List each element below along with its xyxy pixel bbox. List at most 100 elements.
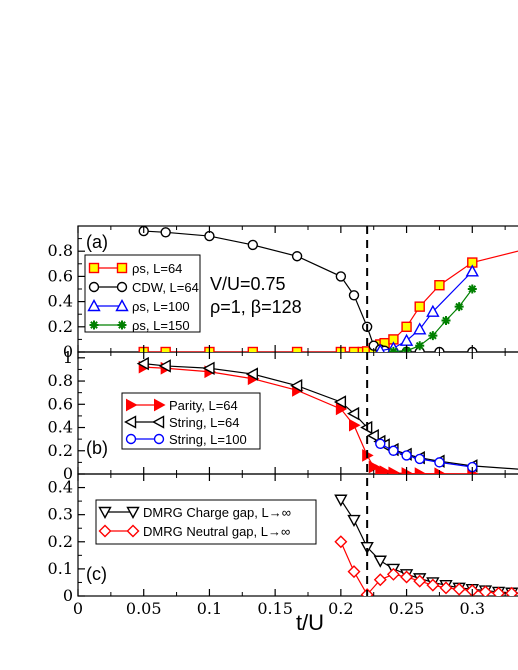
legend-c-1-label: DMRG Neutral gap, L→∞ xyxy=(143,524,290,539)
y-tick-label-0-3: 0.6 xyxy=(48,266,73,285)
data-point-1-1-5 xyxy=(333,395,347,409)
data-point-0-2-3 xyxy=(413,322,427,335)
data-point-0-0-3 xyxy=(247,346,259,352)
legend-b-2: String, L=100 xyxy=(125,432,247,447)
data-point-1-1-4 xyxy=(290,379,303,393)
data-point-1-0-6 xyxy=(349,418,361,432)
data-point-0-1-5 xyxy=(335,271,347,282)
data-point-1-0-10 xyxy=(379,465,392,474)
y-tick-label-2-4: 0.4 xyxy=(48,478,73,497)
data-point-2-0-3 xyxy=(373,555,387,568)
x-tick-label-4: 0.2 xyxy=(328,599,353,618)
legend-b-2-marker-start xyxy=(125,433,137,445)
legend-box-b xyxy=(121,392,261,450)
y-tick-label-2-3: 0.3 xyxy=(48,505,73,524)
y-tick-label-1-0: 0 xyxy=(63,464,73,483)
data-point-1-1-1 xyxy=(158,359,171,373)
annotation-rho-beta: ρ=1, β=128 xyxy=(210,297,302,317)
y-tick-label-0-0: 0 xyxy=(63,342,73,361)
y-tick-label-0-4: 0.8 xyxy=(48,241,73,260)
data-point-1-1-6 xyxy=(347,406,360,421)
panel-c xyxy=(334,494,518,596)
legend-a-3-marker-start xyxy=(89,320,99,330)
data-point-0-1-1 xyxy=(160,227,171,238)
legend-c-0-marker-start xyxy=(98,506,112,519)
data-point-0-1-3 xyxy=(247,239,259,251)
legend-c-0-marker-end xyxy=(126,506,140,519)
data-point-1-1-8 xyxy=(366,428,379,443)
data-point-0-0-14 xyxy=(414,301,425,312)
legend-a-3-marker-end xyxy=(117,320,127,330)
y-tick-label-1-2: 0.4 xyxy=(48,418,73,437)
data-point-0-2-0 xyxy=(375,343,385,352)
data-point-0-0-1 xyxy=(160,346,171,352)
series-line-0-1 xyxy=(143,230,473,352)
data-point-1-1-0 xyxy=(136,356,149,371)
legend-a-0-label: ρs, L=64 xyxy=(132,261,182,276)
annotation-vu: V/U=0.75 xyxy=(210,274,286,294)
data-point-1-0-8 xyxy=(368,460,381,474)
x-tick-label-0: 0 xyxy=(73,599,83,618)
x-axis-label: t/U xyxy=(296,610,324,635)
series-line-1-0 xyxy=(143,366,473,474)
y-tick-label-0-1: 0.2 xyxy=(48,317,73,336)
data-point-2-0-0 xyxy=(334,494,348,507)
legend-a-2-label: ρs, L=100 xyxy=(132,299,190,314)
data-point-0-0-6 xyxy=(348,346,360,352)
data-point-1-1-2 xyxy=(202,361,215,375)
legend-b-0-label: Parity, L=64 xyxy=(169,398,238,413)
data-point-1-2-0 xyxy=(375,438,386,449)
y-tick-label-2-2: 0.2 xyxy=(48,532,73,551)
axes: 00.20.40.60.800.20.40.60.8100.10.20.30.4… xyxy=(48,226,506,618)
data-point-2-1-8 xyxy=(439,581,453,595)
y-tick-label-1-1: 0.2 xyxy=(48,441,73,460)
y-tick-label-2-0: 0 xyxy=(63,586,73,605)
data-point-2-1-1 xyxy=(347,565,361,579)
legend-a-2-marker-start xyxy=(87,299,101,312)
legends: ρs, L=64 CDW, L=64 ρs, L=100 ρs, L=150 Parit… xyxy=(87,261,291,539)
legend-b-0-marker-end xyxy=(154,398,166,412)
data-point-2-1-4 xyxy=(386,567,400,581)
data-point-1-0-11 xyxy=(388,466,400,474)
data-point-1-2-3 xyxy=(414,453,425,465)
data-point-0-3-2 xyxy=(415,341,425,351)
data-point-0-3-3 xyxy=(428,331,438,341)
legend-a-2: ρs, L=100 xyxy=(87,299,190,314)
x-tick-label-1: 0.05 xyxy=(126,599,162,618)
legend-b-1-marker-start xyxy=(124,415,137,429)
y-tick-label-0-2: 0.4 xyxy=(48,292,73,311)
x-tick-label-6: 0.3 xyxy=(460,599,485,618)
data-point-2-1-5 xyxy=(400,570,414,584)
data-point-0-3-4 xyxy=(441,316,451,325)
data-point-2-1-6 xyxy=(413,574,427,588)
y-tick-label-1-3: 0.6 xyxy=(48,394,73,413)
legend-a-0-marker-end xyxy=(116,262,128,274)
legend-b-2-label: String, L=100 xyxy=(169,432,247,447)
x-tick-label-2: 0.1 xyxy=(197,599,222,618)
legend-b-0: Parity, L=64 xyxy=(126,398,238,413)
legend-a-0: ρs, L=64 xyxy=(88,261,182,276)
legend-b-1-marker-end xyxy=(152,415,165,429)
data-point-1-0-5 xyxy=(335,402,348,416)
panel-label-a: (a) xyxy=(86,232,108,252)
data-point-1-2-4 xyxy=(434,457,445,468)
data-point-2-0-2 xyxy=(360,542,374,555)
data-point-2-1-12 xyxy=(492,586,506,596)
legend-b-0-marker-start xyxy=(126,398,138,412)
legend-b-1: String, L=64 xyxy=(124,415,239,430)
legend-a-0-marker-start xyxy=(88,262,100,274)
legend-c-1: DMRG Neutral gap, L→∞ xyxy=(98,524,290,539)
data-point-2-0-1 xyxy=(347,514,361,528)
data-point-1-2-1 xyxy=(388,445,399,456)
data-point-0-1-6 xyxy=(348,290,360,301)
data-point-1-2-2 xyxy=(401,450,412,461)
data-point-2-1-7 xyxy=(426,578,440,592)
data-point-0-2-4 xyxy=(426,304,440,317)
legend-c-0: DMRG Charge gap, L→∞ xyxy=(98,505,291,520)
data-point-0-3-0 xyxy=(388,346,398,352)
legend-a-3: ρs, L=150 xyxy=(89,318,190,333)
data-point-2-1-3 xyxy=(373,573,387,587)
data-point-0-1-4 xyxy=(291,251,303,262)
x-tick-label-5: 0.25 xyxy=(389,599,425,618)
legend-c-0-label: DMRG Charge gap, L→∞ xyxy=(143,505,291,520)
